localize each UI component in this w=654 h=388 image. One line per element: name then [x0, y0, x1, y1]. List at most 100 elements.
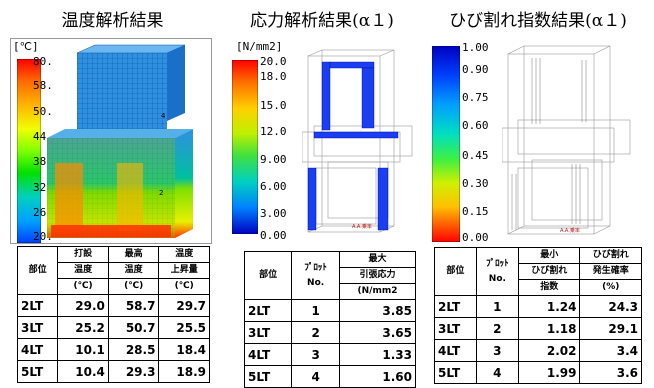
crack-r0-p: 24.3 — [579, 295, 642, 318]
temp-r0-b: 58.7 — [107, 294, 160, 317]
crack-tick-6: 0.15 — [462, 205, 489, 218]
temp-tick-7: 20. — [33, 230, 53, 243]
crack-h-part: 部位 — [434, 247, 477, 296]
temp-h-col1-c: (℃) — [57, 278, 109, 295]
crack-r2-no: 3 — [475, 339, 519, 362]
stress-tick-5: 6.00 — [260, 180, 287, 193]
crack-h-no-a: ﾌﾟﾛｯﾄ — [486, 258, 509, 269]
stress-tick-3: 12.0 — [260, 125, 287, 138]
stress-r3-part: 5LT — [243, 365, 293, 388]
crack-r3-no: 4 — [475, 361, 519, 384]
crack-r0-idx: 1.24 — [517, 295, 581, 318]
svg-text:A.A.乗率: A.A.乗率 — [352, 223, 372, 230]
stress-h-val-a: 最大 — [339, 251, 416, 268]
stress-r2-part: 4LT — [243, 343, 293, 366]
stress-r0-no: 1 — [291, 299, 340, 322]
stress-r1-no: 2 — [291, 321, 340, 344]
crack-table: 部位 ﾌﾟﾛｯﾄ No. 最小 ひび割れ ひび割れ 発生確率 指数 (%) 2L… — [434, 247, 642, 384]
temp-tick-0: 80. — [33, 55, 53, 68]
temp-h-col1-a: 打設 — [57, 246, 109, 263]
stress-h-no: ﾌﾟﾛｯﾄ No. — [291, 251, 340, 300]
stress-r1-part: 3LT — [243, 321, 293, 344]
crack-r2-idx: 2.02 — [517, 339, 581, 362]
table-row: 3LT 25.2 50.7 25.5 — [16, 316, 210, 339]
crack-tick-5: 0.30 — [462, 177, 489, 190]
temp-h-col2-b: 温度 — [107, 262, 160, 279]
temperature-title: 温度解析結果 — [61, 11, 164, 31]
temp-r2-b: 28.5 — [107, 338, 160, 361]
temp-h-part: 部位 — [16, 246, 59, 295]
temp-r1-part: 3LT — [16, 316, 59, 339]
crack-tick-3: 0.60 — [462, 119, 489, 132]
crack-model: A.A.乗率 — [502, 45, 631, 235]
temp-h-col1-b: 温度 — [57, 262, 109, 279]
crack-r1-idx: 1.18 — [517, 317, 581, 340]
stress-tick-1: 18.0 — [260, 70, 287, 83]
stress-h-no-a: ﾌﾟﾛｯﾄ — [304, 262, 327, 273]
temp-tick-2: 50. — [33, 105, 53, 118]
stress-tick-2: 15.0 — [260, 99, 287, 112]
temp-r1-c: 25.5 — [158, 316, 210, 339]
stress-table: 部位 ﾌﾟﾛｯﾄ No. 最大 引張応力 (N/mm2 2LT 1 3.85 3… — [243, 251, 416, 388]
temp-r2-c: 18.4 — [158, 338, 210, 361]
temp-r0-part: 2LT — [16, 294, 59, 317]
temp-r2-part: 4LT — [16, 338, 59, 361]
crack-tick-0: 1.00 — [462, 41, 489, 54]
crack-tick-7: 0.00 — [462, 231, 489, 244]
temp-r1-b: 50.7 — [107, 316, 160, 339]
temp-r3-a: 10.4 — [57, 360, 109, 383]
crack-h-idx-b: ひび割れ — [517, 263, 581, 280]
stress-figure: [N/mm2] 20.0 18.0 15.0 12.0 9.00 6.00 — [228, 40, 416, 242]
temp-tick-6: 26. — [33, 206, 53, 219]
stress-tick-0: 20.0 — [260, 55, 287, 68]
crack-h-idx-c: 指数 — [517, 279, 581, 296]
svg-text:A.A.乗率: A.A.乗率 — [560, 227, 580, 234]
crack-h-no-b: No. — [488, 273, 506, 284]
stress-h-part: 部位 — [243, 251, 293, 300]
crack-r1-part: 3LT — [434, 317, 477, 340]
stress-panel: 応力解析結果(α１) [N/mm2] 20.0 18.0 15.0 12.0 — [222, 0, 422, 388]
crack-tick-4: 0.45 — [462, 149, 489, 162]
temp-h-col3-a: 温度 — [158, 246, 210, 263]
stress-r3-v: 1.60 — [339, 365, 416, 388]
crack-tick-2: 0.75 — [462, 91, 489, 104]
temperature-panel: 温度解析結果 [℃] 80. 58. 50. — [0, 0, 215, 383]
table-row: 3LT 2 1.18 29.1 — [434, 317, 642, 340]
crack-panel: ひび割れ指数結果(α１) 1.00 0.90 0.75 0.60 0.45 — [422, 0, 654, 384]
stress-r1-v: 3.65 — [339, 321, 416, 344]
table-row: 4LT 10.1 28.5 18.4 — [16, 338, 210, 361]
table-row: 5LT 4 1.60 — [243, 365, 416, 388]
temperature-figure: [℃] 80. 58. 50. 44. 38. — [10, 38, 212, 244]
crack-h-prob-a: ひび割れ — [579, 247, 642, 264]
crack-title: ひび割れ指数結果(α１) — [449, 11, 627, 31]
stress-title: 応力解析結果(α１) — [250, 11, 394, 31]
temp-r3-part: 5LT — [16, 360, 59, 383]
table-row: 5LT 4 1.99 3.6 — [434, 361, 642, 384]
crack-r2-p: 3.4 — [579, 339, 642, 362]
crack-r1-no: 2 — [475, 317, 519, 340]
stress-h-val-c: (N/mm2 — [339, 283, 416, 300]
crack-h-no: ﾌﾟﾛｯﾄ No. — [475, 247, 519, 296]
table-row: 2LT 1 3.85 — [243, 299, 416, 322]
crack-colorbar — [432, 46, 460, 242]
temperature-unit: [℃] — [13, 40, 39, 53]
stress-r0-part: 2LT — [243, 299, 293, 322]
crack-r0-no: 1 — [475, 295, 519, 318]
temp-h-col2-c: (℃) — [107, 278, 160, 295]
crack-r3-part: 5LT — [434, 361, 477, 384]
table-row: 5LT 10.4 29.3 18.9 — [16, 360, 210, 383]
stress-unit: [N/mm2] — [236, 40, 283, 53]
stress-r2-v: 1.33 — [339, 343, 416, 366]
table-row: 2LT 1 1.24 24.3 — [434, 295, 642, 318]
temp-r2-a: 10.1 — [57, 338, 109, 361]
temperature-colorbar — [17, 59, 41, 243]
crack-r3-p: 3.6 — [579, 361, 642, 384]
temp-h-col3-b: 上昇量 — [158, 262, 210, 279]
crack-h-idx-a: 最小 — [517, 247, 581, 264]
temp-tick-5: 32. — [33, 181, 53, 194]
crack-r0-part: 2LT — [434, 295, 477, 318]
temp-r3-b: 29.3 — [107, 360, 160, 383]
temp-tick-4: 38. — [33, 155, 53, 168]
temp-r3-c: 18.9 — [158, 360, 210, 383]
stress-colorbar — [232, 60, 258, 234]
